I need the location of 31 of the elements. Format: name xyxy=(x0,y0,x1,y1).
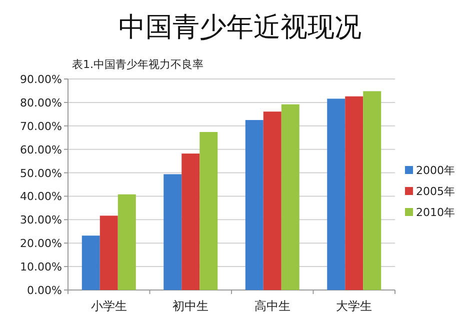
x-tick-label: 高中生 xyxy=(254,299,290,313)
bar xyxy=(327,98,346,290)
y-tick-label: 70.00% xyxy=(20,120,62,133)
bar xyxy=(164,174,182,290)
chart-subtitle: 表1.中国青少年视力不良率 xyxy=(72,58,204,71)
bar xyxy=(118,194,136,290)
x-tick-label: 初中生 xyxy=(172,299,209,313)
y-tick-label: 20.00% xyxy=(20,237,62,250)
bar xyxy=(363,91,382,290)
y-tick-label: 90.00% xyxy=(20,73,62,86)
bar xyxy=(281,104,300,290)
y-tick-label: 10.00% xyxy=(20,260,62,274)
y-tick-label: 80.00% xyxy=(20,96,62,110)
bar xyxy=(245,120,264,290)
bar xyxy=(82,236,100,290)
y-tick-label: 50.00% xyxy=(20,166,62,180)
legend-label: 2010年 xyxy=(416,206,455,219)
y-tick-label: 60.00% xyxy=(20,143,62,156)
chart-title: 中国青少年近视现况 xyxy=(118,12,362,43)
y-tick-label: 40.00% xyxy=(20,190,62,204)
bar xyxy=(200,132,218,290)
y-tick-label: 0.00% xyxy=(27,284,62,297)
bar xyxy=(182,154,200,290)
x-tick-label: 小学生 xyxy=(90,299,127,313)
bar xyxy=(345,96,364,290)
bar xyxy=(263,112,282,290)
x-tick-label: 大学生 xyxy=(336,299,372,313)
legend-label: 2005年 xyxy=(416,185,455,198)
legend-label: 2000年 xyxy=(416,164,455,177)
bar xyxy=(100,216,118,290)
y-tick-label: 30.00% xyxy=(20,214,62,227)
